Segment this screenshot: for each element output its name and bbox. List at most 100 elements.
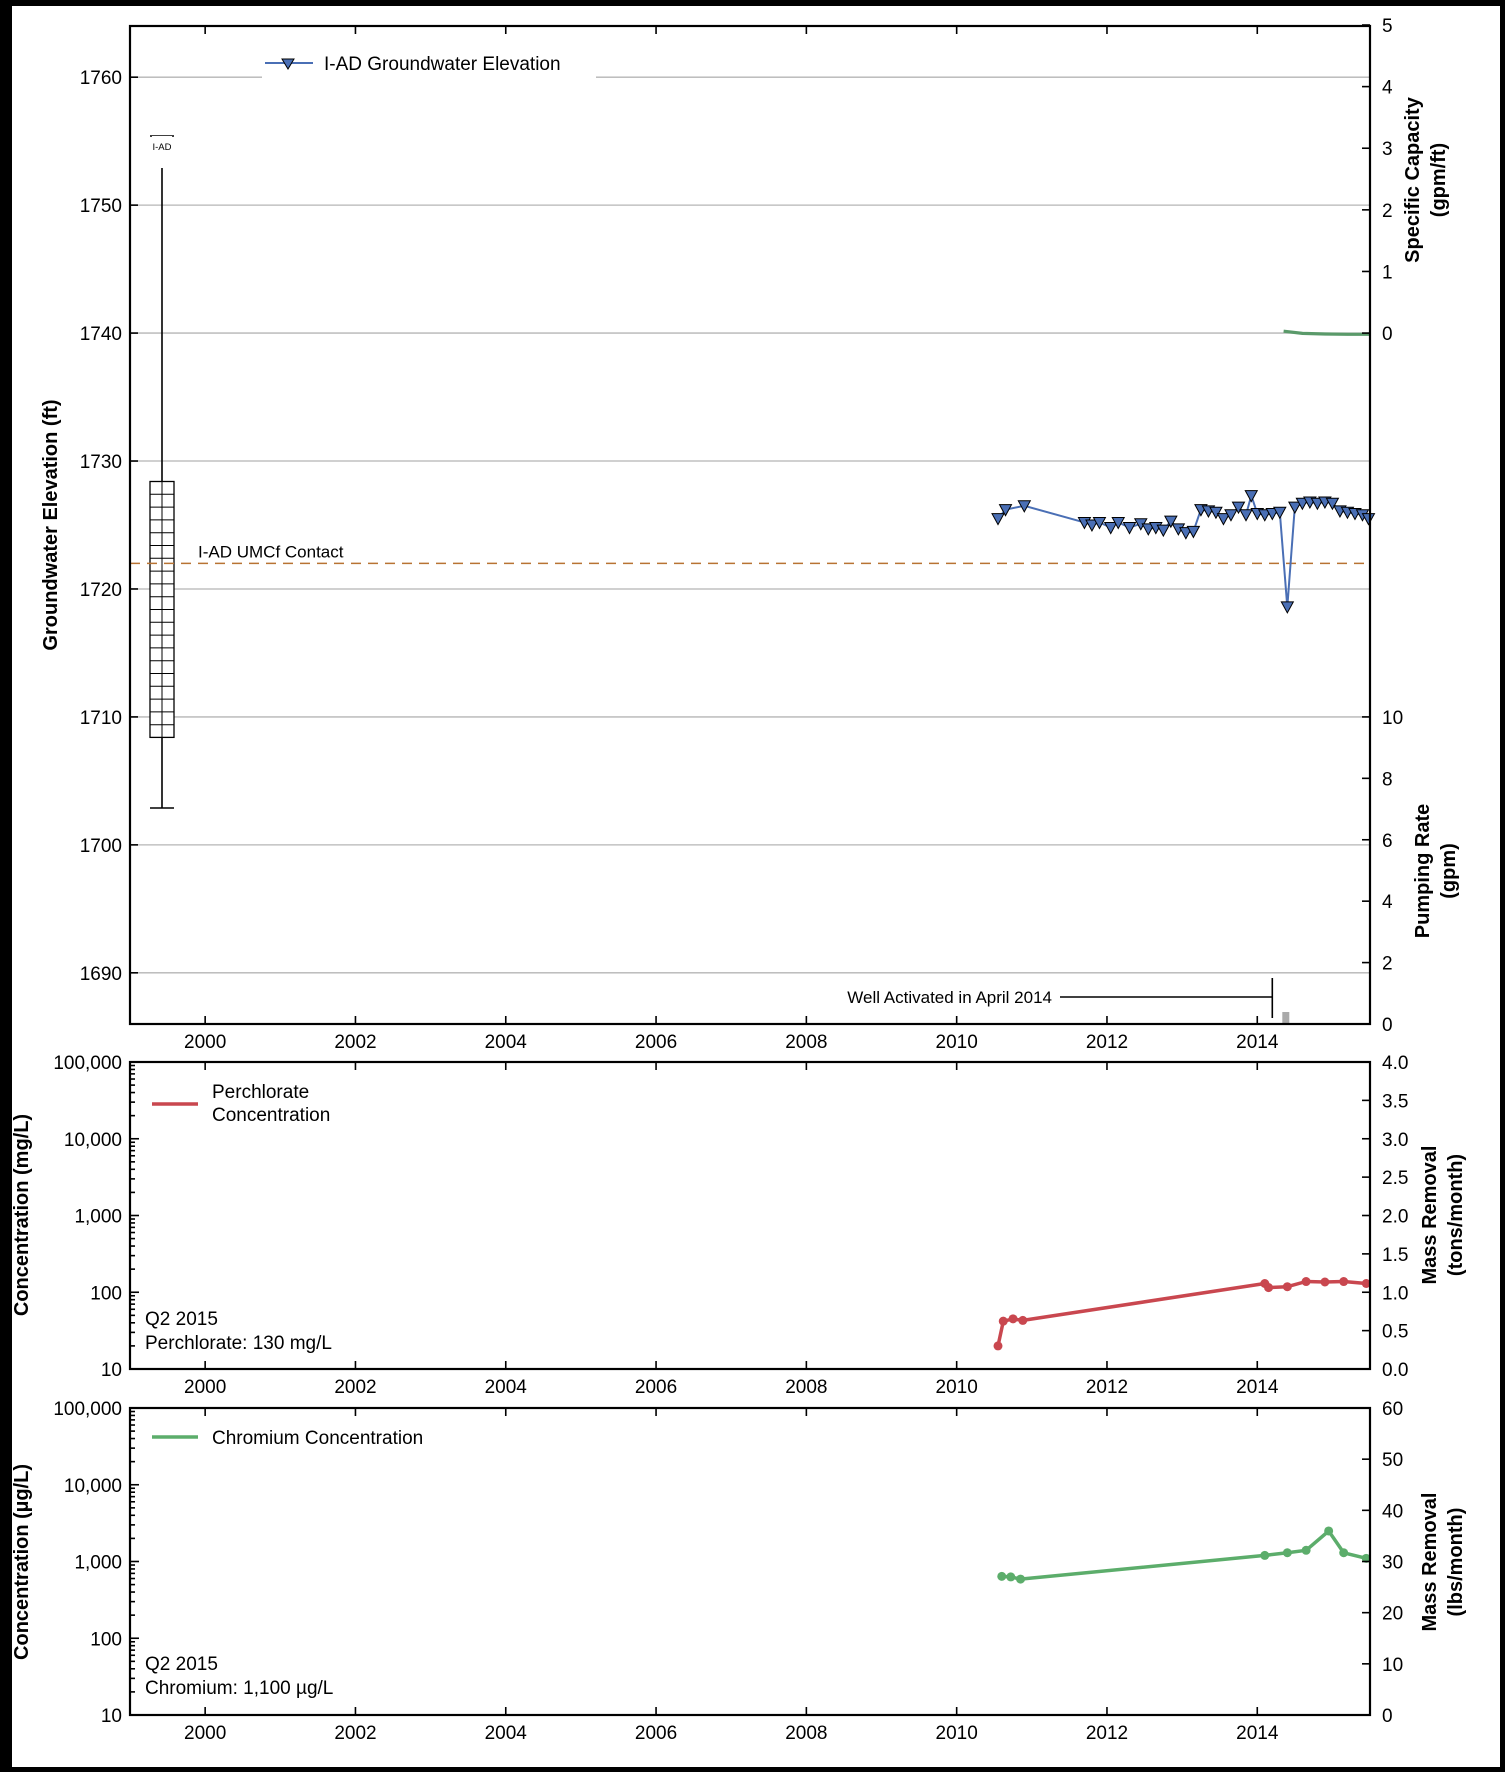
- groundwater-y-axis-label: Groundwater Elevation (ft): [40, 399, 62, 650]
- x-tick-label: 2012: [1086, 1032, 1128, 1053]
- groundwater-data-point: [1272, 506, 1287, 520]
- y-tick-label: 1720: [80, 580, 122, 601]
- groundwater-x-ticks: 2000 2002 2004 2006 2008 2010 2012 2014: [184, 26, 1279, 1053]
- groundwater-data-point: [1186, 525, 1201, 539]
- groundwater-data-point: [991, 513, 1005, 526]
- y-tick-label: 100,000: [53, 1053, 122, 1074]
- groundwater-data-point: [1111, 516, 1126, 530]
- groundwater-data-point: [1310, 497, 1325, 511]
- y2-tick-label: 3.0: [1382, 1130, 1408, 1151]
- x-tick-label: 2012: [1086, 1377, 1128, 1398]
- groundwater-legend: I-AD Groundwater Elevation: [262, 44, 596, 78]
- y-tick-label: 1730: [80, 452, 122, 473]
- figure-background: [12, 6, 1500, 1767]
- x-tick-label: 2006: [635, 1032, 677, 1053]
- groundwater-data-point: [1164, 515, 1178, 529]
- specific-capacity-line: [1283, 329, 1370, 336]
- y2-tick-label: 40: [1382, 1501, 1403, 1522]
- groundwater-data-point: [1224, 509, 1238, 522]
- secondary-y-ticks: 0 1 2 3 4 5 0 2 4 6 8 10: [1362, 16, 1403, 1036]
- perchlorate-y2-axis-label-2: (tons/month): [1445, 1154, 1467, 1276]
- y-tick-label: 1740: [80, 324, 122, 345]
- x-tick-label: 2012: [1086, 1723, 1128, 1744]
- chromium-data-point: [1006, 1572, 1016, 1582]
- y2-tick-label: 6: [1382, 831, 1393, 852]
- y2-tick-label: 10: [1382, 1655, 1403, 1676]
- groundwater-data-point: [1017, 500, 1032, 513]
- x-tick-label: 2002: [334, 1723, 376, 1744]
- pumping-rate-axis-label-1: Pumping Rate: [1412, 804, 1434, 938]
- x-tick-label: 2002: [334, 1032, 376, 1053]
- legend-label: Chromium Concentration: [212, 1428, 423, 1449]
- y-tick-label: 1760: [80, 68, 122, 89]
- legend-label-line2: Concentration: [212, 1105, 330, 1126]
- chromium-data-point: [1339, 1548, 1349, 1558]
- y2-tick-label: 3: [1382, 139, 1393, 160]
- y-tick-label: 1710: [80, 708, 122, 729]
- pumping-rate-bar: [1282, 1012, 1290, 1024]
- x-tick-label: 2000: [184, 1032, 226, 1053]
- chromium-data-point: [1282, 1548, 1292, 1558]
- umcf-contact-label: I-AD UMCf Contact: [198, 542, 344, 561]
- y2-tick-label: 30: [1382, 1553, 1403, 1574]
- x-tick-label: 2004: [485, 1723, 528, 1744]
- x-tick-label: 2006: [635, 1377, 677, 1398]
- groundwater-y-ticks: 1690 1700 1710 1720 1730 1740 1750 1760: [80, 68, 138, 985]
- groundwater-data-point: [1288, 501, 1302, 515]
- chromium-y2-ticks: 0 10 20 30 40 50 60: [1362, 1399, 1403, 1727]
- perchlorate-y2-axis-label-1: Mass Removal: [1419, 1146, 1441, 1285]
- well-label-background: [152, 136, 172, 168]
- y-tick-label: 10,000: [64, 1476, 122, 1497]
- groundwater-data-point: [1244, 490, 1259, 503]
- chromium-y-axis-label: Concentration (µg/L): [11, 1464, 33, 1660]
- y-tick-label: 1,000: [74, 1207, 122, 1228]
- chromium-data-point: [1324, 1526, 1334, 1536]
- y2-tick-label: 20: [1382, 1604, 1403, 1625]
- chromium-data-point: [1260, 1550, 1270, 1560]
- perchlorate-y-ticks: 10 100 1,000 10,000 100,000: [53, 1053, 139, 1381]
- y2-tick-label: 60: [1382, 1399, 1403, 1420]
- perchlorate-data-point: [1339, 1277, 1349, 1287]
- chromium-x-ticks: 2000 2002 2004 2006 2008 2010 2012 2014: [184, 1408, 1279, 1744]
- groundwater-data-point: [1122, 522, 1137, 535]
- legend-background: [262, 44, 596, 78]
- x-tick-label: 2000: [184, 1377, 226, 1398]
- y2-tick-label: 0: [1382, 1015, 1393, 1036]
- y2-tick-label: 1: [1382, 262, 1393, 283]
- groundwater-data-point: [1156, 524, 1171, 538]
- chromium-data-point: [997, 1571, 1007, 1581]
- groundwater-plot-frame: [128, 24, 1372, 1026]
- y-tick-label: 100: [90, 1283, 122, 1304]
- perchlorate-data-point: [1282, 1282, 1292, 1292]
- perchlorate-data-point: [998, 1316, 1008, 1326]
- y-tick-label: 10: [101, 1706, 122, 1727]
- y2-tick-label: 0.5: [1382, 1322, 1408, 1343]
- y-tick-label: 100,000: [53, 1399, 122, 1420]
- y-tick-label: 1690: [80, 964, 122, 985]
- groundwater-data-point: [1361, 513, 1376, 526]
- perchlorate-data-point: [1301, 1277, 1311, 1287]
- chromium-panel: Chromium Concentration Q2 2015 Chromium:…: [11, 1399, 1467, 1744]
- x-tick-label: 2010: [936, 1377, 978, 1398]
- perchlorate-annotation-line1: Q2 2015: [145, 1309, 218, 1330]
- chromium-y-ticks: 10 100 1,000 10,000 100,000: [53, 1399, 139, 1727]
- y2-tick-label: 2: [1382, 201, 1393, 222]
- pumping-rate-axis-label-2: (gpm): [1438, 843, 1460, 899]
- groundwater-data-point: [1085, 519, 1099, 533]
- well-screen-diagram: I-AD: [149, 135, 175, 809]
- y2-tick-label: 1.0: [1382, 1283, 1408, 1304]
- x-tick-label: 2008: [785, 1032, 827, 1053]
- x-tick-label: 2014: [1236, 1377, 1279, 1398]
- legend-label: I-AD Groundwater Elevation: [324, 54, 561, 75]
- y2-tick-label: 50: [1382, 1450, 1403, 1471]
- perchlorate-data-point: [1361, 1279, 1371, 1289]
- groundwater-data-point: [1209, 506, 1223, 520]
- perchlorate-data-point: [1264, 1283, 1274, 1293]
- perchlorate-series-markers: [993, 1277, 1371, 1351]
- groundwater-data-point: [1280, 601, 1295, 614]
- perchlorate-data-point: [1018, 1315, 1028, 1325]
- x-tick-label: 2004: [485, 1377, 528, 1398]
- y2-tick-label: 2: [1382, 954, 1393, 975]
- legend-marker-icon: [281, 58, 295, 70]
